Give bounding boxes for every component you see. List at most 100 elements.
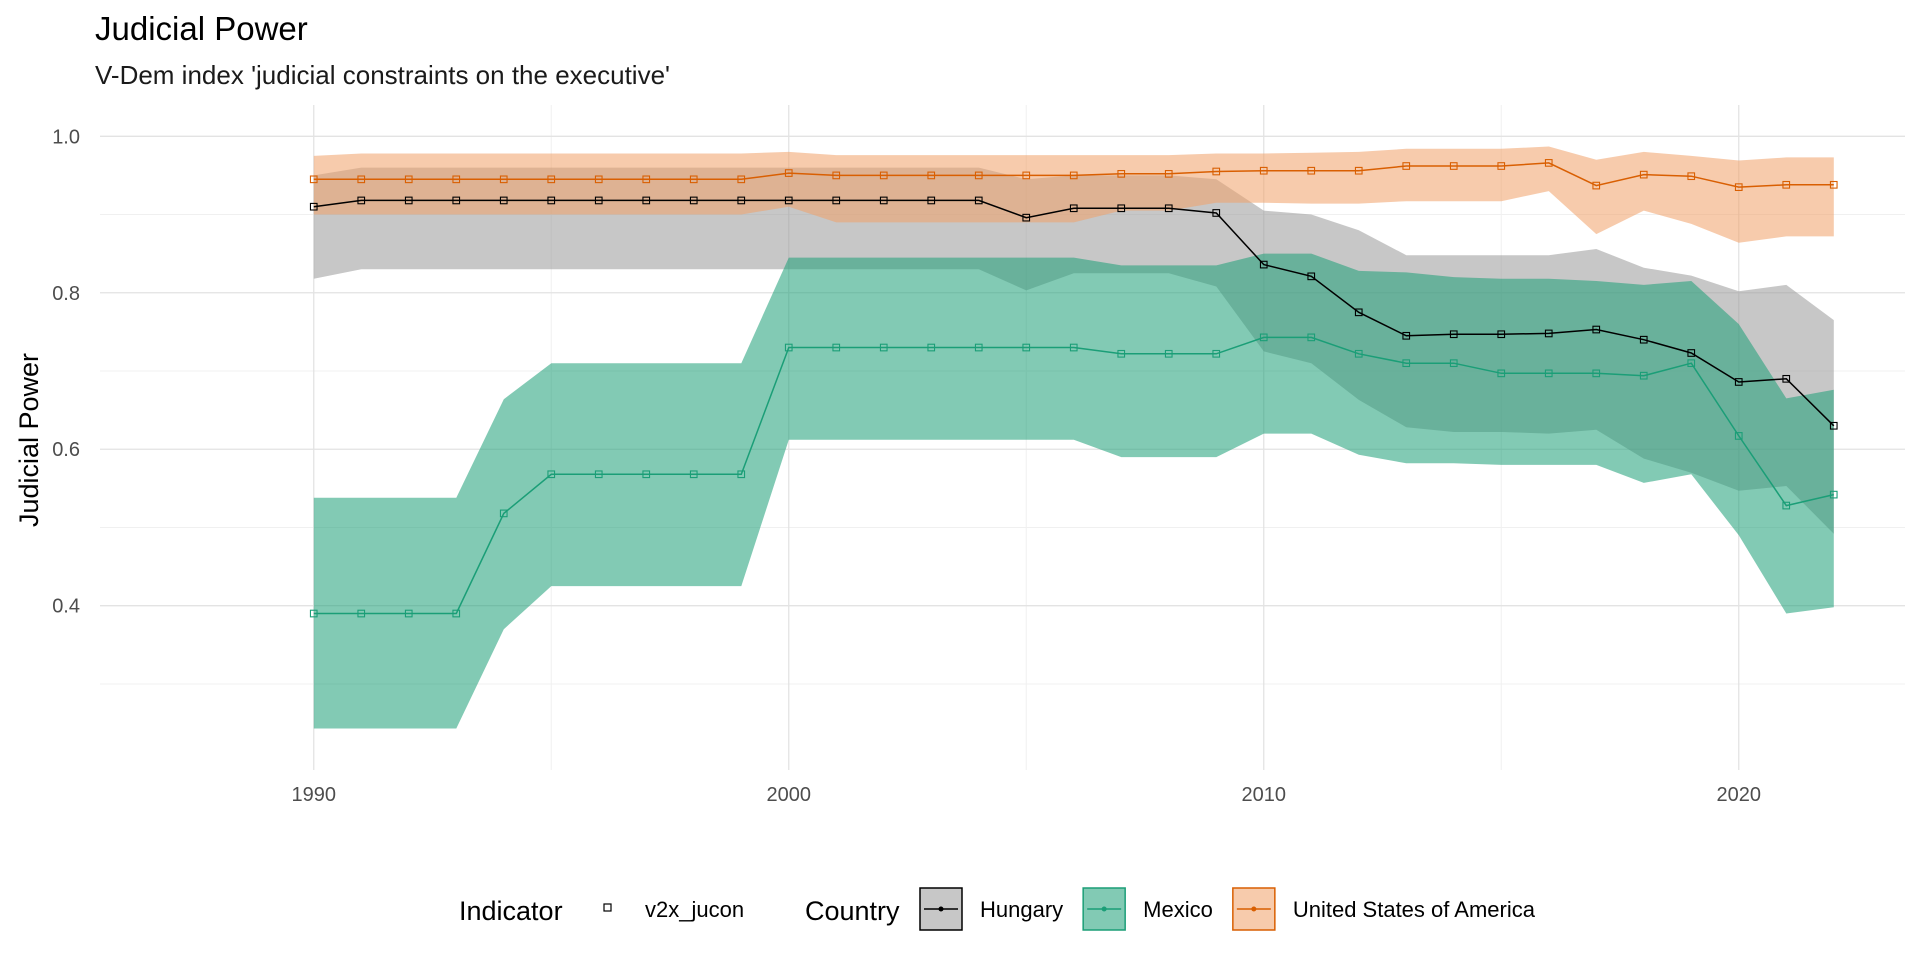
tick-labels: 1990 2000 2010 2020 0.4 0.6 0.8 1.0 — [52, 126, 1761, 806]
point-hungary — [1307, 272, 1316, 281]
point-mexico — [689, 470, 698, 479]
legend-label-united-states-of-america: United States of America — [1293, 897, 1536, 922]
point-united-states-of-america — [1449, 162, 1458, 170]
point-united-states-of-america — [594, 175, 603, 184]
ribbon-hungary — [313, 167, 1834, 534]
point-united-states-of-america — [1734, 183, 1743, 191]
point-hungary — [832, 196, 841, 205]
point-hungary — [499, 196, 508, 205]
point-hungary — [1259, 260, 1268, 269]
point-mexico — [879, 343, 888, 352]
point-united-states-of-america — [1782, 180, 1791, 189]
point-united-states-of-america — [1022, 171, 1031, 180]
point-united-states-of-america — [452, 175, 461, 184]
legend-indicator-label: v2x_jucon — [645, 897, 744, 922]
point-united-states-of-america — [1829, 180, 1838, 189]
point-mexico — [1307, 333, 1316, 342]
point-mexico — [357, 609, 366, 618]
x-tick-label: 1990 — [292, 784, 337, 806]
point-hungary — [1734, 378, 1743, 386]
series-lines — [313, 162, 1835, 615]
point-united-states-of-america — [689, 175, 698, 184]
legend-item-mexico: Mexico — [1082, 887, 1213, 931]
point-united-states-of-america — [832, 171, 841, 180]
legend-key-point — [1101, 906, 1107, 912]
point-united-states-of-america — [1592, 181, 1601, 190]
point-hungary — [1687, 349, 1696, 357]
line-hungary — [313, 199, 1835, 427]
line-mexico — [313, 336, 1834, 615]
point-hungary — [1354, 308, 1363, 317]
chart-subtitle: V-Dem index 'judicial constraints on the… — [95, 60, 670, 90]
x-tick-label: 2000 — [767, 784, 812, 806]
point-hungary — [1829, 421, 1838, 430]
y-tick-label: 0.4 — [52, 596, 80, 618]
legend-key-point — [938, 906, 944, 912]
point-mexico — [927, 343, 936, 352]
point-mexico — [784, 343, 793, 352]
point-united-states-of-america — [1354, 166, 1363, 175]
legend-country-title: Country — [805, 896, 900, 926]
point-united-states-of-america — [357, 175, 366, 184]
data-points — [309, 159, 1838, 618]
point-united-states-of-america — [784, 169, 793, 177]
legend-label-hungary: Hungary — [980, 897, 1063, 922]
legend-item-united-states-of-america: United States of America — [1232, 887, 1536, 931]
ribbon-mexico — [313, 253, 1834, 729]
line-united-states-of-america — [313, 162, 1834, 188]
point-mexico — [1734, 432, 1743, 440]
point-hungary — [927, 196, 936, 205]
point-mexico — [1117, 349, 1126, 358]
point-mexico — [1212, 349, 1221, 358]
point-united-states-of-america — [1117, 169, 1126, 178]
point-mexico — [1592, 369, 1601, 378]
point-mexico — [499, 509, 508, 518]
point-hungary — [1402, 331, 1411, 340]
y-tick-label: 1.0 — [52, 126, 80, 148]
point-mexico — [1449, 359, 1458, 368]
legend-label-mexico: Mexico — [1143, 897, 1213, 922]
x-tick-label: 2020 — [1717, 784, 1762, 806]
point-united-states-of-america — [1069, 171, 1078, 180]
point-mexico — [1354, 349, 1363, 358]
point-united-states-of-america — [737, 175, 746, 184]
point-hungary — [309, 202, 318, 211]
point-hungary — [784, 196, 793, 205]
y-tick-label: 0.6 — [52, 439, 80, 461]
point-hungary — [1117, 204, 1126, 213]
legend-indicator-key — [603, 903, 612, 912]
point-united-states-of-america — [1497, 162, 1506, 170]
point-mexico — [1402, 359, 1411, 368]
point-united-states-of-america — [1259, 166, 1268, 175]
point-hungary — [879, 196, 888, 205]
point-hungary — [1449, 330, 1458, 339]
y-tick-label: 0.8 — [52, 283, 80, 305]
point-hungary — [1544, 329, 1553, 338]
point-mexico — [1022, 343, 1031, 352]
point-united-states-of-america — [404, 175, 413, 184]
point-united-states-of-america — [1639, 170, 1648, 179]
point-mexico — [1639, 371, 1648, 380]
point-hungary — [404, 196, 413, 205]
point-hungary — [689, 196, 698, 205]
point-mexico — [1497, 369, 1506, 378]
point-mexico — [452, 609, 461, 618]
point-united-states-of-america — [1687, 172, 1696, 181]
point-united-states-of-america — [499, 175, 508, 184]
chart-title: Judicial Power — [95, 10, 308, 47]
point-mexico — [547, 470, 556, 479]
point-united-states-of-america — [1544, 159, 1553, 167]
point-hungary — [1639, 335, 1648, 344]
point-united-states-of-america — [927, 171, 936, 180]
point-hungary — [642, 196, 651, 205]
point-hungary — [1212, 209, 1221, 217]
point-mexico — [832, 343, 841, 352]
point-hungary — [1022, 213, 1031, 222]
point-mexico — [1829, 490, 1838, 499]
point-mexico — [1164, 349, 1173, 358]
point-hungary — [1592, 325, 1601, 334]
ribbons — [313, 146, 1834, 729]
point-mexico — [737, 470, 746, 479]
point-mexico — [642, 470, 651, 479]
point-mexico — [594, 470, 603, 479]
